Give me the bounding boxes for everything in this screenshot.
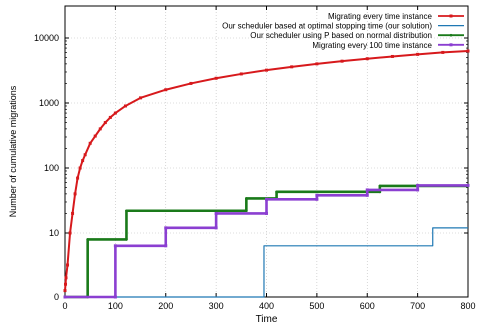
series-every-100-point bbox=[164, 226, 168, 230]
series-every-instance-point bbox=[340, 59, 344, 63]
y-tick-label: 1000 bbox=[39, 98, 59, 108]
series-every-instance-point bbox=[139, 96, 143, 100]
series-every-100-point bbox=[164, 244, 168, 248]
series-every-100-point bbox=[365, 188, 369, 192]
series-every-100-point bbox=[416, 183, 420, 187]
series-every-instance-point bbox=[81, 159, 85, 163]
legend-marker bbox=[449, 14, 453, 18]
series-every-100-point bbox=[265, 197, 268, 201]
y-axis-label: Number of cumulative migrations bbox=[8, 85, 18, 217]
legend-label: Migrating every time instance bbox=[328, 12, 433, 21]
series-every-instance-point bbox=[265, 68, 268, 72]
series-every-instance-point bbox=[239, 72, 243, 76]
series-every-instance-point bbox=[88, 141, 92, 145]
legend-label: Our scheduler using P based on normal di… bbox=[250, 31, 432, 40]
series-every-instance-point bbox=[98, 127, 102, 131]
series-every-instance-point bbox=[66, 263, 70, 267]
x-tick-label: 500 bbox=[309, 301, 324, 311]
series-every-instance-point bbox=[64, 276, 68, 280]
series-every-instance-point bbox=[76, 176, 80, 180]
x-axis-label: Time bbox=[256, 314, 278, 323]
y-tick-label: 0 bbox=[54, 292, 59, 302]
legend-item: Our scheduler using P based on normal di… bbox=[250, 31, 464, 40]
series-every-instance-point bbox=[113, 111, 117, 115]
series-normal-distribution-point bbox=[125, 209, 128, 213]
y-tick-label: 10 bbox=[49, 228, 59, 238]
series-every-instance-point bbox=[214, 76, 218, 80]
y-tick-label: 10000 bbox=[34, 33, 59, 43]
series-layer bbox=[63, 49, 470, 299]
series-normal-distribution-point bbox=[378, 184, 382, 188]
series-every-instance-point bbox=[365, 57, 369, 61]
series-every-100-point bbox=[214, 226, 218, 230]
series-every-instance-point bbox=[68, 231, 72, 235]
series-every-instance-point bbox=[123, 104, 127, 108]
x-tick-label: 700 bbox=[410, 301, 425, 311]
series-normal-distribution-point bbox=[86, 238, 89, 241]
y-tick-label: 100 bbox=[44, 163, 59, 173]
series-every-instance-point bbox=[390, 54, 394, 58]
x-tick-label: 600 bbox=[360, 301, 375, 311]
series-every-instance-point bbox=[64, 282, 68, 286]
series-every-instance-point bbox=[441, 50, 445, 54]
x-tick-label: 100 bbox=[108, 301, 123, 311]
series-normal-distribution-point bbox=[125, 238, 128, 241]
series-normal-distribution-point bbox=[275, 190, 278, 194]
series-every-instance-point bbox=[83, 153, 87, 157]
axes-layer: 0 10 100 1000 10000 0 100 200 300 400 500 600 700 800 bbox=[34, 5, 476, 311]
series-every-100-point bbox=[466, 183, 470, 187]
series-every-instance-point bbox=[466, 49, 470, 53]
series-every-100-point bbox=[315, 193, 319, 197]
series-every-instance-point bbox=[290, 65, 294, 69]
series-every-instance-point bbox=[164, 88, 168, 92]
series-every-instance-line bbox=[64, 50, 469, 291]
series-every-100-point bbox=[113, 244, 117, 248]
x-tick-label: 400 bbox=[259, 301, 274, 311]
series-every-instance bbox=[63, 49, 470, 293]
series-every-instance-point bbox=[103, 121, 107, 125]
legend-item: Our scheduler based at optimal stopping … bbox=[222, 22, 464, 31]
series-every-instance-point bbox=[78, 166, 82, 170]
legend-item: Migrating every 100 time instance bbox=[312, 41, 464, 50]
series-every-100 bbox=[63, 183, 470, 299]
x-tick-label: 800 bbox=[460, 301, 475, 311]
series-every-100-point bbox=[63, 295, 67, 299]
series-every-instance-point bbox=[416, 52, 420, 56]
series-every-100-point bbox=[214, 211, 218, 215]
series-every-instance-point bbox=[315, 62, 319, 66]
series-every-100-line bbox=[65, 184, 468, 299]
x-tick-label: 300 bbox=[209, 301, 224, 311]
series-normal-distribution-point bbox=[245, 209, 248, 213]
x-tick-label: 200 bbox=[158, 301, 173, 311]
legend-marker bbox=[449, 33, 453, 37]
series-every-100-point bbox=[365, 193, 369, 197]
series-every-100-point bbox=[113, 295, 117, 299]
series-every-100-point bbox=[416, 188, 420, 192]
series-every-instance-point bbox=[73, 192, 77, 196]
legend-label: Our scheduler based at optimal stopping … bbox=[222, 22, 432, 31]
legend-label: Migrating every 100 time instance bbox=[312, 41, 432, 50]
series-every-instance-point bbox=[108, 115, 112, 119]
series-every-100-point bbox=[265, 211, 268, 215]
series-every-instance-point bbox=[71, 211, 75, 215]
series-optimal-stopping-line bbox=[65, 227, 468, 298]
series-normal-distribution-point bbox=[245, 197, 248, 200]
x-tick-label: 0 bbox=[62, 301, 67, 311]
labels-layer: Time Number of cumulative migrations bbox=[8, 85, 278, 323]
legend-item: Migrating every time instance bbox=[328, 12, 464, 21]
series-every-100-point bbox=[315, 197, 319, 201]
legend-marker bbox=[449, 43, 453, 47]
series-optimal-stopping bbox=[65, 227, 468, 298]
series-every-instance-point bbox=[189, 81, 193, 85]
series-every-instance-point bbox=[93, 134, 97, 138]
series-every-instance-point bbox=[63, 289, 67, 293]
